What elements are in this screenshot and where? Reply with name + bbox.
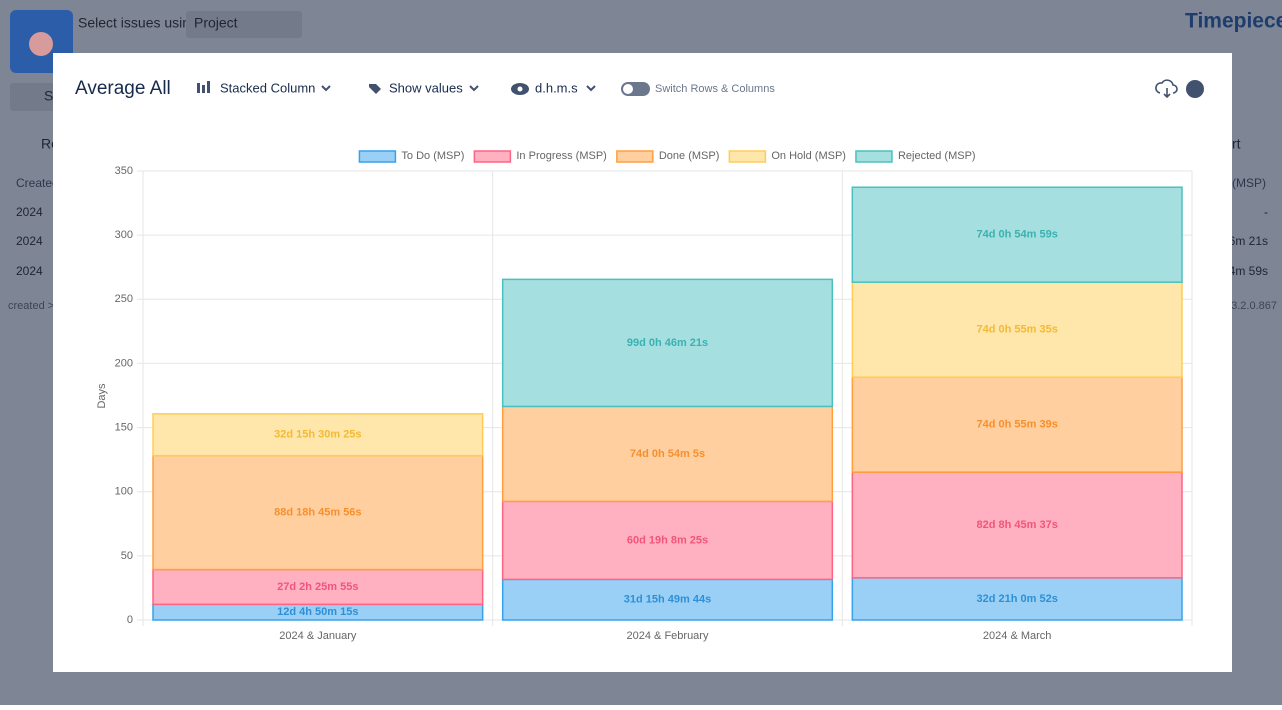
value-label: 74d 0h 54m 5s [630,448,705,460]
table-cell: - [1264,205,1268,219]
bar-segment [152,413,484,457]
value-label: 12d 4h 50m 15s [277,606,358,618]
bar-segment [152,454,484,571]
x-tick-label: 2024 & March [983,630,1051,642]
chart: Days 0 50 100 150 200 250 300 350 2024 & January… [96,150,1193,642]
table-cell: 2024 [16,234,43,248]
value-label: 32d 15h 30m 25s [274,429,361,441]
x-tick-label: 2024 & February [627,630,709,642]
y-tick-label: 300 [115,229,133,241]
app-icon-face [29,32,53,56]
icon [517,86,523,92]
value-label: 99d 0h 46m 21s [627,337,708,349]
table-cell: 4m 59s [1229,264,1268,278]
legend-swatch [616,150,654,163]
y-tick-label: 350 [115,165,133,177]
icon [207,81,210,93]
modal-title: Average All [75,78,171,99]
y-tick-label: 50 [121,550,133,562]
legend-label: Rejected (MSP) [898,150,976,162]
switch-label[interactable]: Switch Rows & Columns [655,83,775,95]
table-header: Created [16,176,59,190]
icon [202,85,205,93]
table-cell: 2024 [16,205,43,219]
values-toggle[interactable]: Show values [389,80,463,95]
bar-segment [851,376,1183,473]
chevron [469,85,479,92]
select-label: Select issues using [78,15,198,31]
brand: Timepiece [1185,10,1282,33]
help[interactable] [1186,80,1204,98]
bar-segment [851,471,1183,579]
y-tick-label: 250 [115,293,133,305]
value-label: 27d 2h 25m 55s [277,581,358,593]
y-axis-label: Days [96,383,108,409]
bar-segment [851,281,1183,378]
legend-swatch [855,150,893,163]
x-tick-label: 2024 & January [279,630,357,642]
value-label: 74d 0h 55m 39s [976,419,1057,431]
icon [197,83,200,93]
legend-label: In Progress (MSP) [516,150,606,162]
bar-segment [851,186,1183,283]
y-tick-label: 200 [115,357,133,369]
legend-swatch [728,150,767,163]
value-label: 31d 15h 49m 44s [624,594,711,606]
y-tick-label: 150 [115,421,133,433]
bar-segment [501,405,834,503]
legend-label: Done (MSP) [659,150,720,162]
chart-type[interactable]: Stacked Column [220,80,315,95]
bar-segment [501,500,834,581]
chevron [586,85,596,92]
value-label: 74d 0h 55m 35s [976,324,1057,336]
select-value[interactable]: Project [194,15,238,31]
legend-swatch [473,150,512,163]
bar-segment [152,568,484,606]
bar-segment [851,577,1183,621]
value-label: 32d 21h 0m 52s [976,593,1057,605]
value-label: 60d 19h 8m 25s [627,534,708,546]
value-label: 74d 0h 54m 59s [976,229,1057,241]
y-tick-label: 0 [127,614,133,626]
bar-segment [501,278,834,408]
download[interactable] [1155,79,1178,99]
table-cell: 6m 21s [1229,234,1268,248]
table-cell: 2024 [16,264,43,278]
legend-label: On Hold (MSP) [771,150,846,162]
icon [369,84,381,94]
format[interactable]: d.h.m.s [535,80,578,95]
chevron [321,85,331,92]
footer-left: created > [8,300,54,312]
switch-knob [623,84,633,94]
select-box[interactable] [186,11,302,38]
table-header-right: (MSP) [1232,176,1266,190]
bar-segment [501,578,834,621]
value-label: 82d 8h 45m 37s [976,519,1057,531]
legend-swatch [358,150,397,163]
legend-label: To Do (MSP) [401,150,464,162]
export[interactable]: rt [1232,136,1241,152]
version: 3.2.0.867 [1231,300,1277,312]
y-tick-label: 100 [115,486,133,498]
value-label: 88d 18h 45m 56s [274,507,361,519]
